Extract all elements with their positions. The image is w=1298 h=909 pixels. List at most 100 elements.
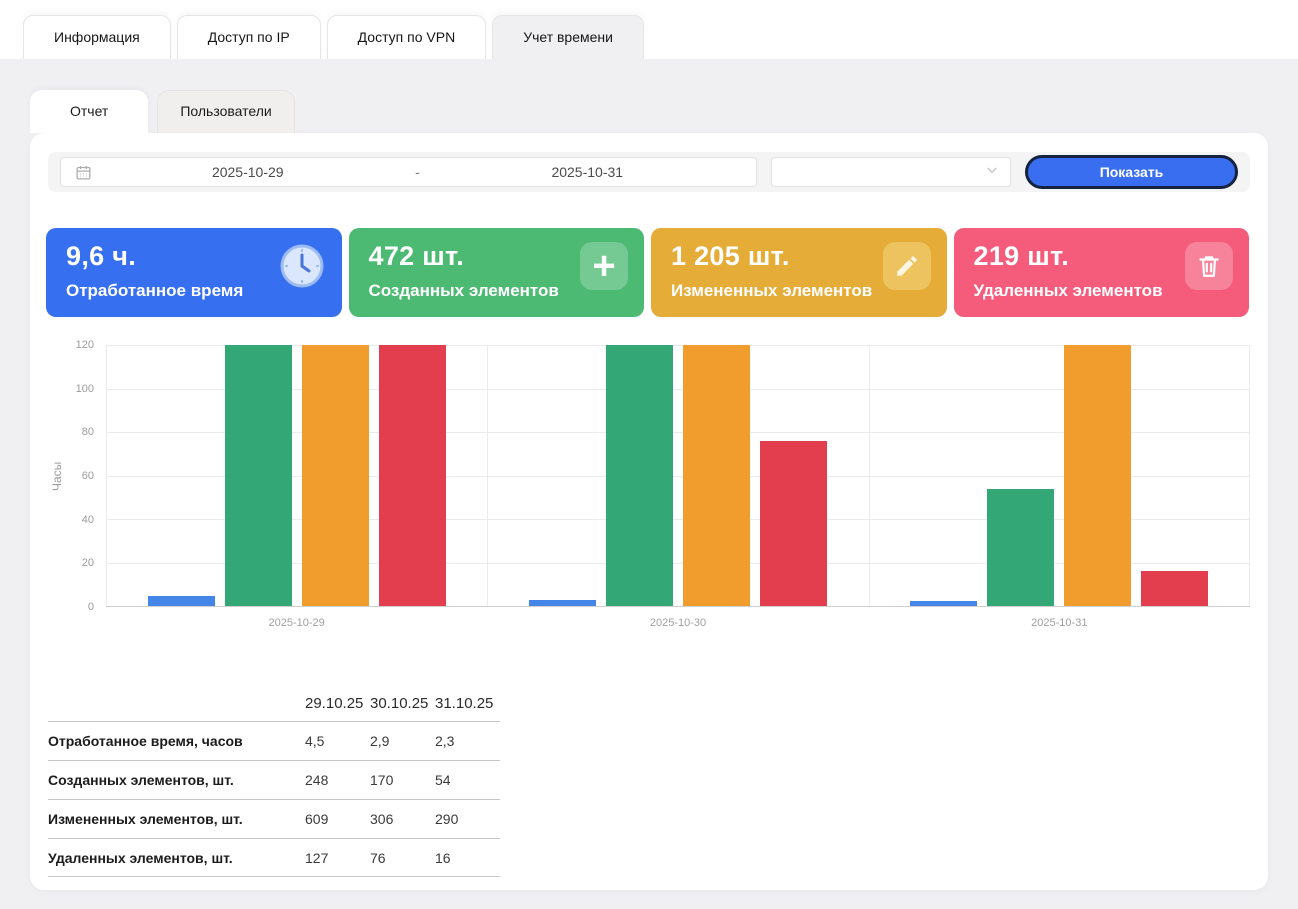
gridline-horizontal — [106, 432, 1250, 433]
stat-value: 9,6 ч. — [66, 241, 137, 271]
gridline-horizontal — [106, 475, 1250, 477]
y-tick-label: 80 — [81, 426, 94, 439]
chart-bar — [224, 345, 292, 606]
chart-bar — [910, 601, 978, 606]
date-to-value: 2025-10-31 — [551, 164, 624, 180]
table-column-header: 30.10.25 — [370, 694, 429, 712]
gridline-horizontal — [106, 388, 1250, 390]
table-header: 29.10.25 30.10.25 31.10.25 — [48, 685, 500, 721]
tab-label: Доступ по VPN — [357, 29, 456, 45]
stat-value: 219 шт. — [973, 241, 1070, 271]
y-tick-label: 0 — [87, 601, 94, 613]
table-row: Созданных элементов, шт. 248 170 54 — [48, 760, 500, 799]
tab-time-tracking[interactable]: Учет времени — [492, 15, 644, 59]
stat-card-created: 472 шт. Созданных элементов + — [348, 228, 644, 317]
gridline-vertical — [487, 345, 489, 606]
gridline-horizontal — [106, 345, 1250, 346]
table-cell-value: 16 — [435, 849, 451, 866]
y-tick-label: 40 — [81, 513, 94, 526]
report-panel: 2025-10-29 - 2025-10-31 Показать 9,6 ч. … — [30, 133, 1268, 890]
table-cell-value: 2,3 — [435, 733, 455, 749]
sub-tabs: Отчет Пользователи — [30, 90, 295, 133]
top-tabs: Информация Доступ по IP Доступ по VPN Уч… — [23, 15, 644, 59]
x-tick-label: 2025-10-29 — [268, 617, 325, 629]
gridline-horizontal — [106, 562, 1250, 564]
hours-bar-chart: Часы 0 20 40 60 80 100 120 2025-10-29 2025-10-3… — [48, 339, 1250, 645]
tab-report[interactable]: Отчет — [30, 90, 149, 133]
table-row: Отработанное время, часов 4,5 2,9 2,3 — [48, 721, 500, 760]
bar-group — [487, 345, 868, 606]
tab-label: Пользователи — [180, 103, 272, 119]
chart-bar — [987, 488, 1055, 606]
date-from-value: 2025-10-29 — [211, 164, 284, 180]
chart-bar — [528, 599, 596, 606]
x-tick-label: 2025-10-30 — [649, 617, 707, 629]
table-cell-value: 306 — [370, 811, 394, 827]
x-tick-label: 2025-10-31 — [1031, 617, 1088, 629]
show-button[interactable]: Показать — [1025, 155, 1238, 189]
gridline-vertical — [1249, 345, 1250, 606]
gridline-horizontal — [106, 519, 1250, 520]
table-row-label: Отработанное время, часов — [48, 733, 243, 749]
stat-value: 1 205 шт. — [671, 241, 790, 271]
bar-groups — [106, 345, 1250, 606]
clock-icon — [278, 242, 326, 290]
table-cell-value: 2,9 — [370, 733, 390, 749]
bar-group — [106, 345, 487, 606]
bar-group — [869, 345, 1250, 606]
tab-access-by-ip[interactable]: Доступ по IP — [176, 15, 321, 59]
table-cell-value: 170 — [370, 772, 394, 788]
chart-bar — [301, 345, 369, 606]
table-cell-value: 127 — [305, 849, 329, 866]
table-cell-value: 290 — [435, 811, 459, 827]
chart-bar — [605, 345, 673, 606]
chart-y-ticks: 0 20 40 60 80 100 120 — [66, 339, 100, 613]
report-table: 29.10.25 30.10.25 31.10.25 Отработанное вр… — [48, 685, 500, 877]
chart-bar — [1064, 345, 1132, 606]
stat-label: Отработанное время — [66, 281, 244, 300]
chart-bar — [759, 440, 827, 606]
table-body: Отработанное время, часов 4,5 2,9 2,3 Создан… — [48, 721, 500, 877]
table-column-header: 31.10.25 — [435, 694, 494, 712]
trash-icon — [1185, 242, 1233, 290]
gridline-vertical — [106, 345, 107, 606]
table-row: Измененных элементов, шт. 609 306 290 — [48, 799, 500, 838]
chart-x-labels: 2025-10-29 2025-10-30 2025-10-31 — [106, 617, 1250, 629]
y-tick-label: 100 — [75, 382, 94, 395]
content-area: Отчет Пользователи 2025-10-29 - 2025-10-… — [0, 59, 1298, 909]
date-separator: - — [415, 164, 420, 180]
top-tab-bar: Информация Доступ по IP Доступ по VPN Уч… — [0, 0, 1298, 59]
tab-label: Отчет — [70, 103, 109, 119]
gridline-vertical — [868, 345, 870, 606]
tab-label: Информация — [54, 29, 140, 45]
stat-cards: 9,6 ч. Отработанное время 472 шт. Создан… — [46, 228, 1249, 317]
table-cell-value: 4,5 — [305, 733, 325, 749]
user-select-dropdown[interactable] — [771, 157, 1011, 187]
tab-label: Доступ по IP — [207, 29, 290, 45]
stat-value: 472 шт. — [368, 241, 465, 271]
stat-label: Удаленных элементов — [973, 281, 1163, 300]
y-tick-label: 20 — [81, 557, 94, 570]
chevron-down-icon — [984, 162, 1000, 183]
plus-icon: + — [580, 242, 628, 290]
y-tick-label: 60 — [81, 470, 94, 482]
tab-users[interactable]: Пользователи — [157, 90, 295, 133]
table-cell-value: 76 — [370, 849, 386, 866]
stat-label: Созданных элементов — [368, 281, 559, 300]
table-row-label: Удаленных элементов, шт. — [48, 849, 233, 866]
stat-card-modified: 1 205 шт. Измененных элементов — [651, 228, 947, 317]
chart-plot — [106, 345, 1250, 607]
chart-bar — [378, 345, 446, 606]
tab-label: Учет времени — [523, 29, 613, 45]
tab-access-by-vpn[interactable]: Доступ по VPN — [326, 15, 487, 59]
tab-information[interactable]: Информация — [23, 15, 171, 59]
y-axis-title: Часы — [50, 461, 64, 491]
filter-bar: 2025-10-29 - 2025-10-31 Показать — [48, 152, 1250, 192]
chart-bar — [1141, 571, 1209, 606]
chart-bar — [682, 345, 750, 606]
date-range-input[interactable]: 2025-10-29 - 2025-10-31 — [60, 157, 757, 187]
pencil-icon — [882, 242, 931, 290]
stat-card-worked-time: 9,6 ч. Отработанное время — [46, 228, 342, 317]
chart-bar — [147, 596, 215, 606]
